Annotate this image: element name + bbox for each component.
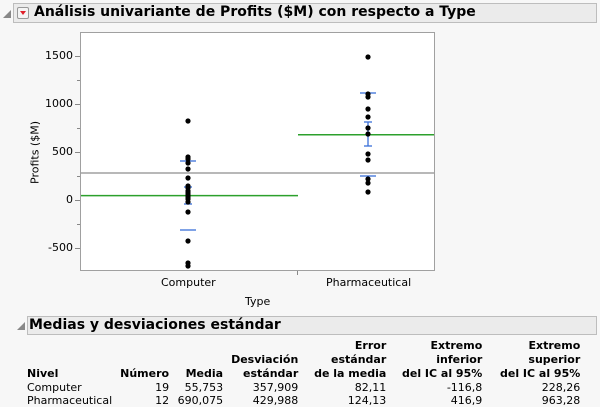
y-tick-label: 500 — [52, 145, 73, 158]
col-header-nivel: Nivel — [27, 367, 59, 380]
y-tick-label: 1500 — [45, 49, 73, 62]
col-header-superior: Extremo superior del IC al 95% — [499, 339, 581, 380]
red-triangle-menu-icon[interactable] — [17, 7, 29, 19]
x-tick — [297, 271, 298, 275]
cell-nivel: Computer — [27, 381, 82, 394]
col-header-desviacion: Desviación estándar — [231, 353, 299, 380]
report-header-oneway — [13, 3, 597, 23]
col-header-media: Media — [185, 367, 224, 380]
cell-superior: 963,28 — [541, 394, 581, 407]
y-tick — [75, 200, 80, 201]
report-title: Análisis univariante de Profits ($M) con… — [34, 4, 476, 20]
points-pharmaceutical — [365, 54, 371, 195]
y-tick — [75, 56, 80, 57]
table-row: Computer 19 55,753 357,909 82,11 -116,8 … — [23, 381, 584, 394]
col-header-inferior: Extremo inferior del IC al 95% — [401, 339, 483, 380]
points-computer — [185, 118, 191, 269]
y-tick-label: -500 — [48, 241, 73, 254]
y-tick-label: 1000 — [45, 97, 73, 110]
means-std-table: Nivel Número Media Desviación estándar Er… — [23, 339, 584, 407]
cell-superior: 228,26 — [541, 381, 581, 394]
x-category-label: Computer — [161, 276, 216, 289]
cell-desviacion: 357,909 — [252, 381, 299, 394]
y-tick — [75, 248, 80, 249]
cell-numero: 12 — [155, 394, 170, 407]
col-header-numero: Número — [120, 367, 170, 380]
oneway-plot — [81, 54, 434, 269]
y-tick — [77, 80, 80, 81]
oneway-plot-frame[interactable] — [80, 32, 435, 271]
collapse-outline-icon[interactable] — [3, 10, 11, 18]
cell-media: 690,075 — [177, 394, 224, 407]
cell-error: 124,13 — [347, 394, 387, 407]
y-tick — [77, 128, 80, 129]
cell-inferior: 416,9 — [450, 394, 483, 407]
cell-numero: 19 — [155, 381, 170, 394]
cell-inferior: -116,8 — [446, 381, 483, 394]
y-tick-label: 0 — [66, 193, 73, 206]
y-tick — [77, 176, 80, 177]
x-axis-label: Type — [245, 295, 271, 308]
collapse-outline-icon[interactable] — [17, 322, 25, 330]
table-row: Pharmaceutical 12 690,075 429,988 124,13… — [23, 394, 584, 407]
col-header-error: Error estándar de la media — [314, 339, 387, 380]
y-tick — [75, 104, 80, 105]
y-tick — [75, 152, 80, 153]
y-tick — [77, 224, 80, 225]
cell-desviacion: 429,988 — [252, 394, 299, 407]
x-category-label: Pharmaceutical — [326, 276, 412, 289]
cell-error: 82,11 — [354, 381, 387, 394]
cell-nivel: Pharmaceutical — [27, 394, 113, 407]
report-header-means — [27, 316, 597, 335]
cell-media: 55,753 — [184, 381, 224, 394]
report-title: Medias y desviaciones estándar — [29, 317, 281, 333]
